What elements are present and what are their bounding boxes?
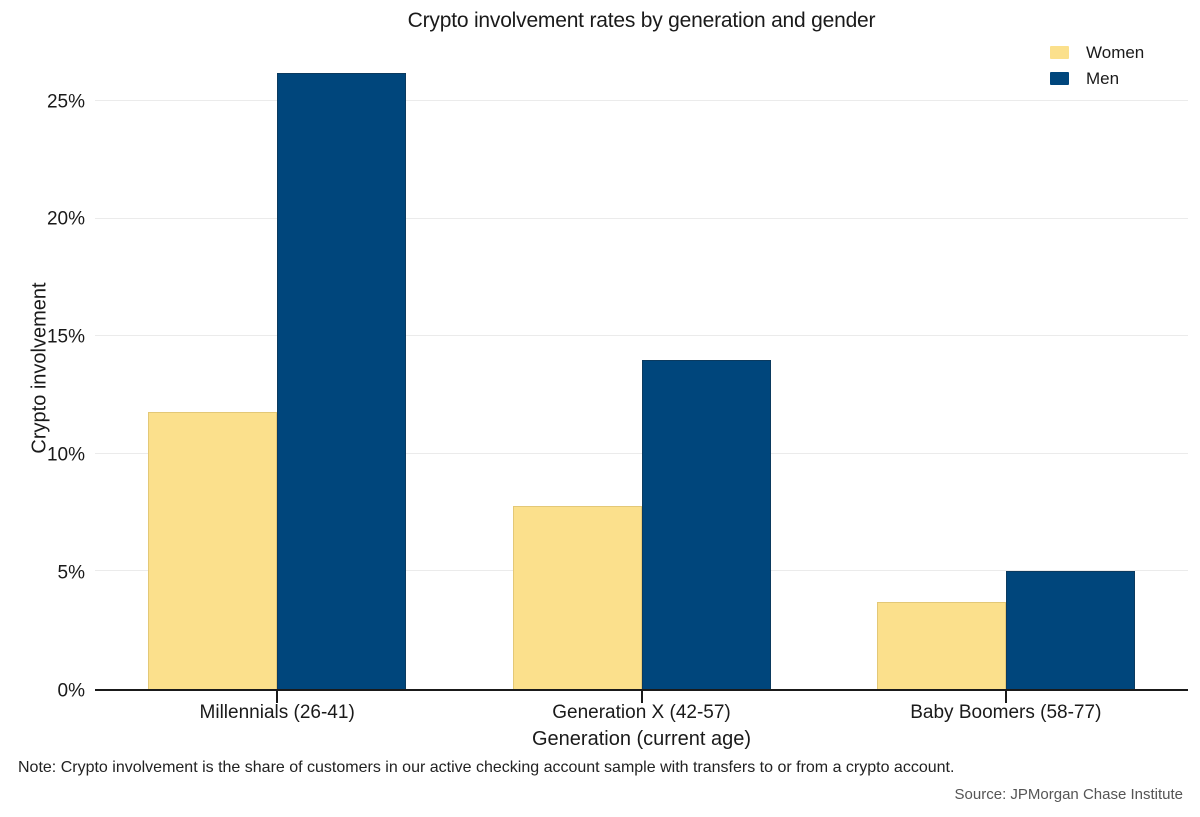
x-tick-2 [640, 691, 643, 703]
y-tick-label-10%: 10% [46, 444, 85, 466]
gridline-25% [95, 100, 1188, 102]
x-category-label-3: Baby Boomers (58-77) [910, 702, 1102, 723]
legend-swatch-women [1050, 46, 1069, 59]
x-tick-3 [1004, 691, 1007, 703]
x-category-label-1: Millennials (26-41) [199, 702, 355, 723]
legend-item-men: Men [1050, 70, 1144, 87]
legend: Women Men [1050, 44, 1144, 87]
gridline-15% [95, 335, 1188, 337]
legend-label-women: Women [1086, 43, 1145, 62]
bar-men-2 [641, 359, 771, 689]
x-category-label-2: Generation X (42-57) [552, 702, 731, 723]
gridline-20% [95, 217, 1188, 219]
bar-women-1 [148, 411, 278, 689]
y-axis-title: Crypto involvement [28, 282, 51, 454]
y-tick-label-25%: 25% [46, 91, 85, 113]
bar-group-2 [512, 45, 771, 689]
legend-label-men: Men [1086, 69, 1120, 88]
source-credit: Source: JPMorgan Chase Institute [954, 786, 1183, 803]
bar-men-3 [1005, 571, 1135, 689]
plot-area [95, 45, 1188, 691]
legend-item-women: Women [1050, 44, 1144, 61]
bar-group-3 [876, 45, 1135, 689]
bar-group-1 [148, 45, 407, 689]
legend-swatch-men [1050, 72, 1069, 85]
y-tick-label-20%: 20% [46, 208, 85, 230]
footnote: Note: Crypto involvement is the share of… [18, 759, 955, 776]
y-tick-label-0%: 0% [57, 680, 85, 702]
bar-men-1 [277, 73, 407, 689]
x-axis-title: Generation (current age) [531, 728, 751, 750]
y-tick-label-5%: 5% [57, 562, 85, 584]
bar-women-3 [876, 602, 1006, 689]
chart-title: Crypto involvement rates by generation a… [407, 9, 876, 32]
y-tick-label-15%: 15% [46, 326, 85, 348]
x-tick-1 [276, 691, 279, 703]
bar-women-2 [512, 505, 642, 689]
